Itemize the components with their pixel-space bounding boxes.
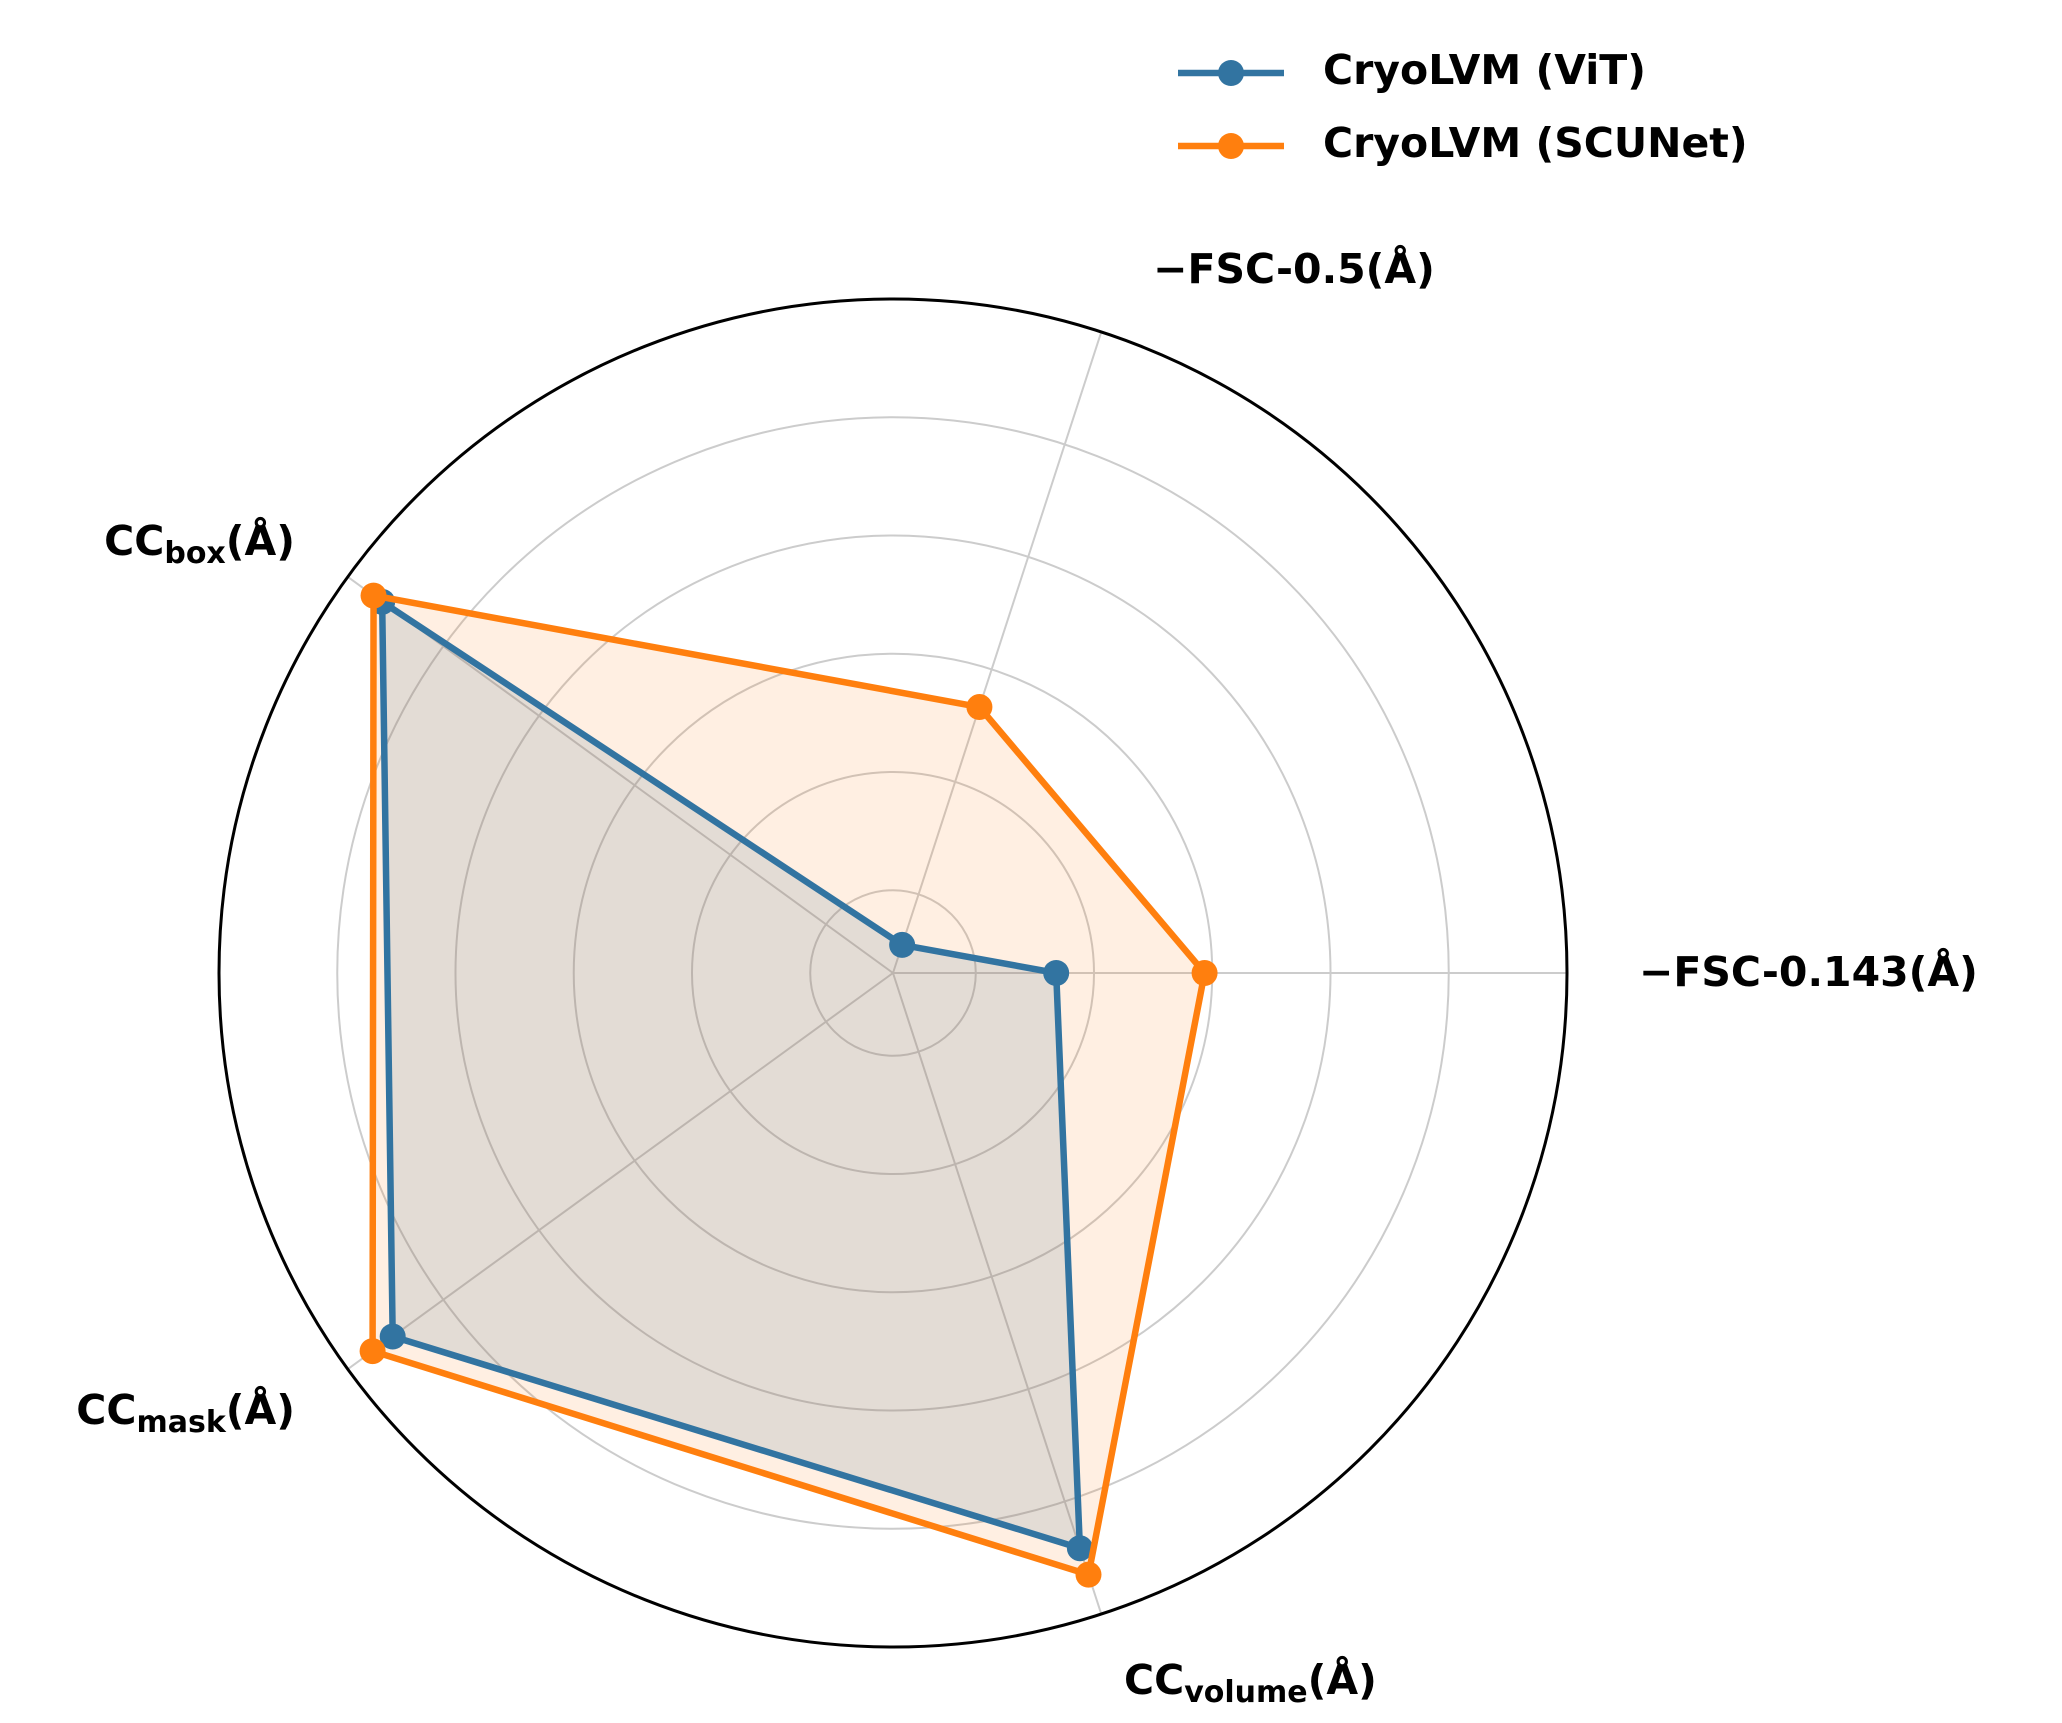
label-subscript: mask xyxy=(136,1405,226,1440)
axis-label: CCmask(Å) xyxy=(76,1385,295,1440)
label-subscript: volume xyxy=(1184,1675,1307,1710)
label-part: CC xyxy=(76,1386,136,1434)
label-subscript: box xyxy=(164,536,225,571)
axis-label: −FSC-0.5(Å) xyxy=(1153,244,1435,293)
legend-label: CryoLVM (SCUNet) xyxy=(1323,119,1748,167)
marker xyxy=(360,582,387,609)
legend-marker xyxy=(1218,133,1244,159)
marker xyxy=(379,1323,406,1350)
label-part: (Å) xyxy=(1308,1655,1377,1704)
spoke xyxy=(892,331,1103,974)
marker xyxy=(1043,960,1070,986)
axis-label: CCbox(Å) xyxy=(104,516,295,571)
label-part: −FSC-0.143(Å) xyxy=(1639,947,1978,996)
spoke xyxy=(892,972,1103,1615)
marker xyxy=(966,694,993,721)
label-part: −FSC-0.5(Å) xyxy=(1153,244,1435,293)
label-part: CC xyxy=(1124,1656,1184,1704)
outer-frame xyxy=(217,297,1569,1649)
axis-label: CCvolume(Å) xyxy=(1124,1655,1377,1710)
legend-marker xyxy=(1218,60,1244,86)
series-line xyxy=(369,592,1208,1578)
marker xyxy=(1191,960,1218,986)
legend-label: CryoLVM (ViT) xyxy=(1323,46,1646,94)
series-area xyxy=(372,595,1205,1575)
label-part: (Å) xyxy=(226,516,295,565)
marker xyxy=(889,931,916,958)
marker xyxy=(1066,1535,1093,1562)
marker xyxy=(1075,1561,1102,1588)
series-area xyxy=(382,601,1080,1549)
series-line xyxy=(378,598,1084,1552)
axis-label: −FSC-0.143(Å) xyxy=(1639,947,1978,996)
marker xyxy=(359,1338,386,1365)
spoke xyxy=(347,972,894,1370)
label-part: (Å) xyxy=(226,1385,295,1434)
label-part: CC xyxy=(104,517,164,565)
